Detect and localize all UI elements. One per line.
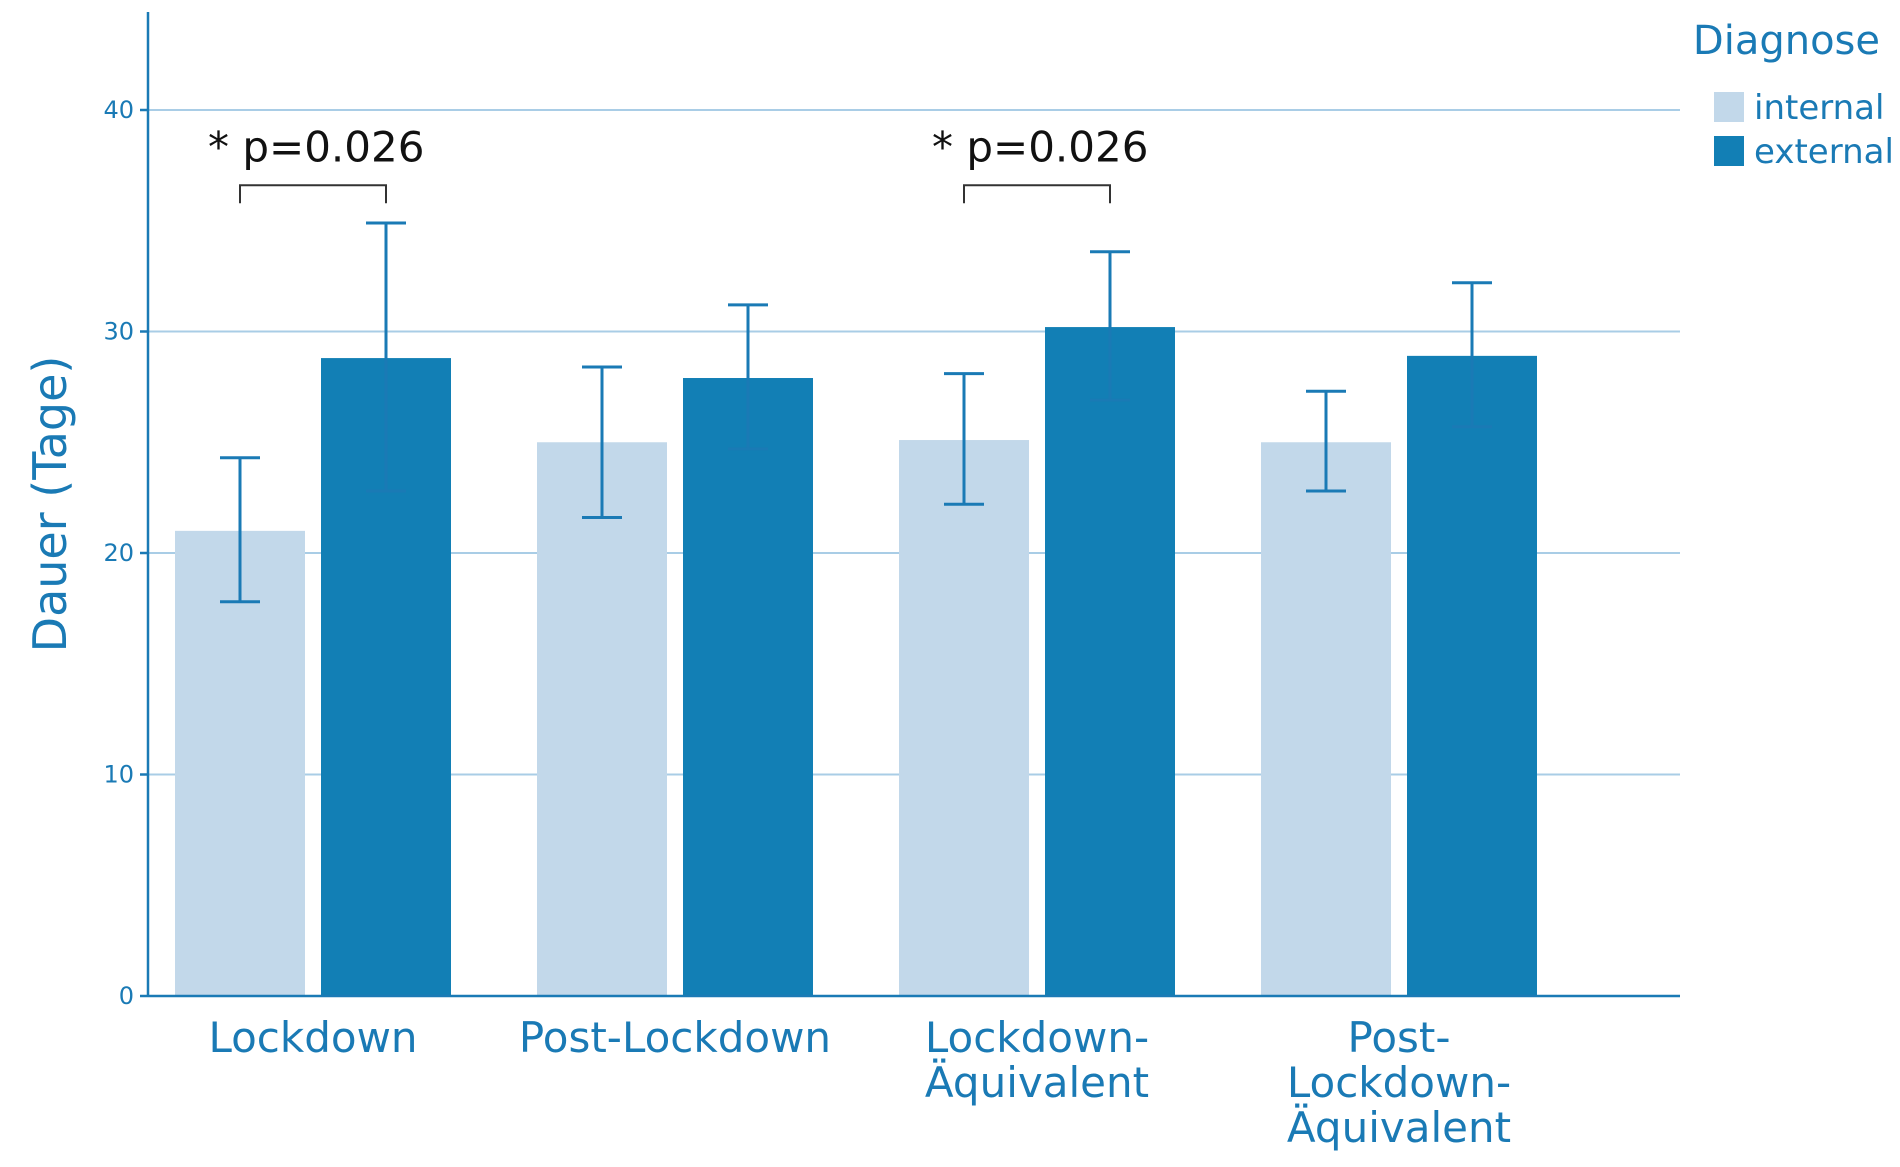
x-category-label-line: Post-Lockdown	[519, 1013, 831, 1062]
significance-annotations: * p=0.026 * p=0.026	[208, 123, 1148, 204]
significance-annotation-0: * p=0.026	[208, 123, 424, 204]
x-category-label: Lockdown	[208, 1013, 417, 1062]
bar-internal-3	[1261, 442, 1391, 996]
legend-label: external	[1754, 132, 1894, 172]
bar-external-2	[1045, 327, 1175, 996]
errorbar-internal-2	[944, 372, 984, 506]
bar-external-3	[1407, 355, 1537, 996]
y-tick-labels: 0 10 20 30 40	[103, 96, 134, 1010]
y-tick-label: 30	[103, 318, 134, 346]
bar-internal-1	[537, 442, 667, 996]
errorbar-external-3	[1452, 281, 1492, 429]
errorbar-internal-0	[220, 456, 260, 604]
bar-internal-2	[899, 440, 1029, 996]
error-bars	[220, 221, 1492, 604]
significance-bracket	[963, 184, 1111, 204]
legend-item-external: external	[1714, 132, 1894, 172]
errorbar-external-1	[728, 303, 768, 451]
legend-label: internal	[1754, 88, 1884, 128]
y-tick-label: 10	[103, 761, 134, 789]
x-category-label: Lockdown-Äquivalent	[925, 1013, 1149, 1107]
legend-title: Diagnose	[1693, 18, 1880, 64]
x-category-labels: Lockdown Post-Lockdown Lockdown-Äquivalent…	[208, 1013, 1511, 1152]
significance-label: * p=0.026	[208, 123, 424, 172]
x-category-label-line: Äquivalent	[1287, 1102, 1511, 1152]
y-tick-label: 40	[103, 96, 134, 124]
errorbar-external-2	[1090, 250, 1130, 402]
x-category-label-line: Lockdown	[208, 1013, 417, 1062]
x-category-label: Post-Lockdown-Äquivalent	[1287, 1013, 1511, 1152]
x-category-label-line: Lockdown-	[925, 1013, 1149, 1062]
legend-swatch	[1714, 136, 1744, 166]
bar-external-1	[683, 378, 813, 996]
x-category-label-line: Äquivalent	[925, 1057, 1149, 1107]
errorbar-internal-1	[582, 365, 622, 520]
legend-item-internal: internal	[1714, 88, 1884, 128]
errorbar-external-0	[366, 221, 406, 493]
x-category-label-line: Lockdown-	[1287, 1058, 1511, 1107]
errorbar-internal-3	[1306, 389, 1346, 493]
significance-annotation-1: * p=0.026	[932, 123, 1148, 204]
significance-bracket	[239, 184, 387, 204]
significance-label: * p=0.026	[932, 123, 1148, 172]
y-tick-label: 20	[103, 539, 134, 567]
y-tick-label: 0	[119, 982, 134, 1010]
legend-swatch	[1714, 92, 1744, 122]
x-category-label: Post-Lockdown	[519, 1013, 831, 1062]
x-category-label-line: Post-	[1347, 1013, 1450, 1062]
bar-internal-0	[175, 530, 305, 996]
bars	[175, 327, 1537, 997]
axes	[140, 12, 1680, 998]
y-axis-label: Dauer (Tage)	[23, 356, 77, 653]
